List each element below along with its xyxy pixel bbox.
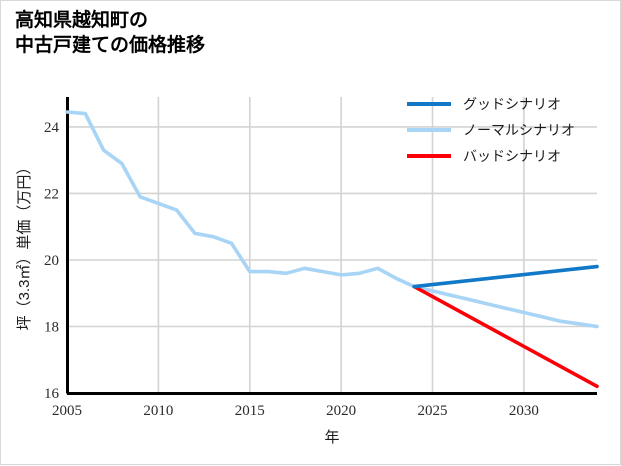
page-title: 高知県越知町の 中古戸建ての価格推移 — [15, 10, 206, 56]
y-tick-label: 18 — [44, 320, 59, 336]
y-tick-label: 16 — [44, 386, 60, 402]
x-tick-label: 2020 — [326, 403, 356, 419]
y-tick-label: 22 — [44, 186, 59, 202]
series-line — [65, 110, 599, 329]
y-tick-label: 20 — [44, 253, 59, 269]
x-tick-label: 2030 — [509, 403, 539, 419]
y-tick-label: 24 — [44, 120, 60, 136]
legend-label: バッドシナリオ — [463, 150, 561, 165]
y-axis-ticks: 16 18 20 22 24 — [44, 120, 60, 402]
legend-label: ノーマルシナリオ — [463, 124, 575, 139]
x-axis-ticks: 2005 2010 2015 2020 2025 2030 — [52, 403, 539, 419]
x-tick-label: 2015 — [235, 403, 265, 419]
legend-label: グッドシナリオ — [463, 97, 561, 113]
x-tick-label: 2005 — [52, 403, 82, 419]
x-tick-label: 2010 — [143, 403, 173, 419]
x-axis-label: 年 — [324, 429, 339, 446]
series-line — [412, 284, 599, 389]
x-tick-label: 2025 — [418, 403, 448, 419]
series-line — [412, 264, 599, 289]
gridlines — [66, 97, 597, 394]
data-series — [65, 110, 599, 389]
y-axis-label: 坪（3.3㎡）単価（万円） — [16, 160, 33, 331]
